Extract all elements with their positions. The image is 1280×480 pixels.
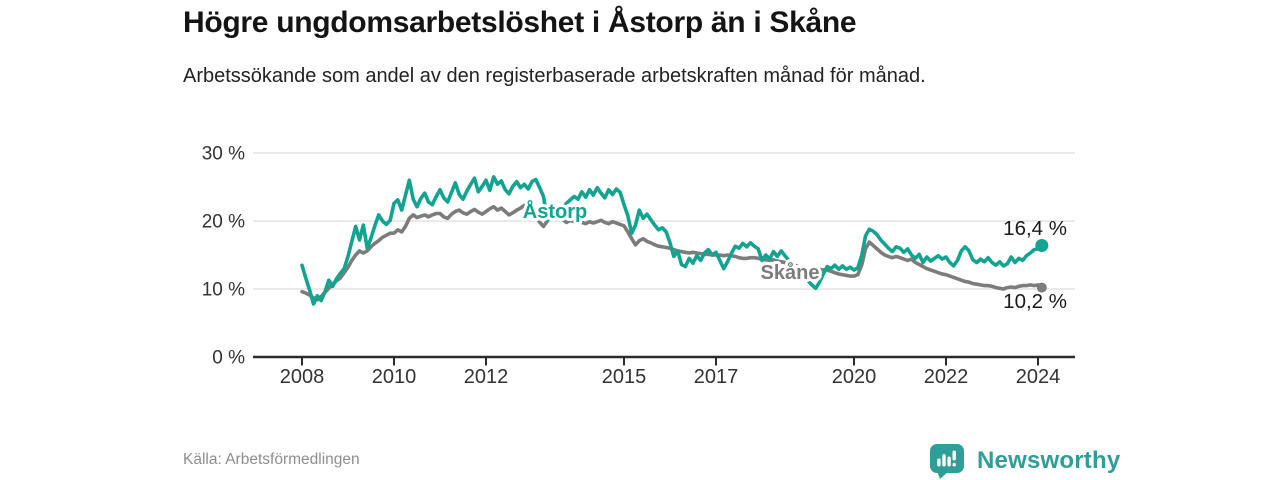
source-note: Källa: Arbetsförmedlingen [183,451,360,468]
logo-bar-2 [942,454,946,467]
end-dot-astorp [1035,238,1049,252]
end-value-label-astorp: 16,4 % [1003,217,1067,240]
series-line-astorp [300,175,1044,306]
logo-bubble-tail [937,471,949,479]
x-axis-tick-label: 2024 [1016,366,1061,388]
end-value-label-skane: 10,2 % [1003,290,1067,313]
series-label-astorp: Åstorp [523,199,587,223]
newsworthy-logo-text: Newsworthy [977,447,1121,474]
logo-bubble [930,444,964,473]
x-axis-tick-label: 2015 [602,366,647,388]
page-subtitle: Arbetssökande som andel av den registerb… [183,65,926,87]
y-axis-tick-label: 0 % [212,348,245,369]
logo-exclamation-bar [952,450,956,461]
x-axis-tick-label: 2017 [694,366,739,388]
logo-bar-3 [947,456,951,467]
end-dot-skane [1036,282,1047,293]
series-label-skane: Skåne [761,261,820,284]
x-axis-tick-label: 2020 [832,366,877,388]
y-axis-tick-label: 30 % [202,144,245,165]
newsworthy-logo-icon [930,444,964,479]
x-axis-tick-label: 2008 [280,366,325,388]
y-axis-tick-label: 10 % [202,280,245,301]
page-title: Högre ungdomsarbetslöshet i Åstorp än i … [183,6,857,39]
logo-exclamation-dot [952,463,956,467]
logo-bar-1 [937,458,941,467]
x-axis-tick-label: 2012 [464,366,509,388]
x-axis-tick-label: 2022 [924,366,969,388]
y-axis-tick-label: 20 % [202,212,245,233]
newsworthy-logo[interactable]: Newsworthy [928,443,1120,479]
x-axis-tick-label: 2010 [372,366,417,388]
